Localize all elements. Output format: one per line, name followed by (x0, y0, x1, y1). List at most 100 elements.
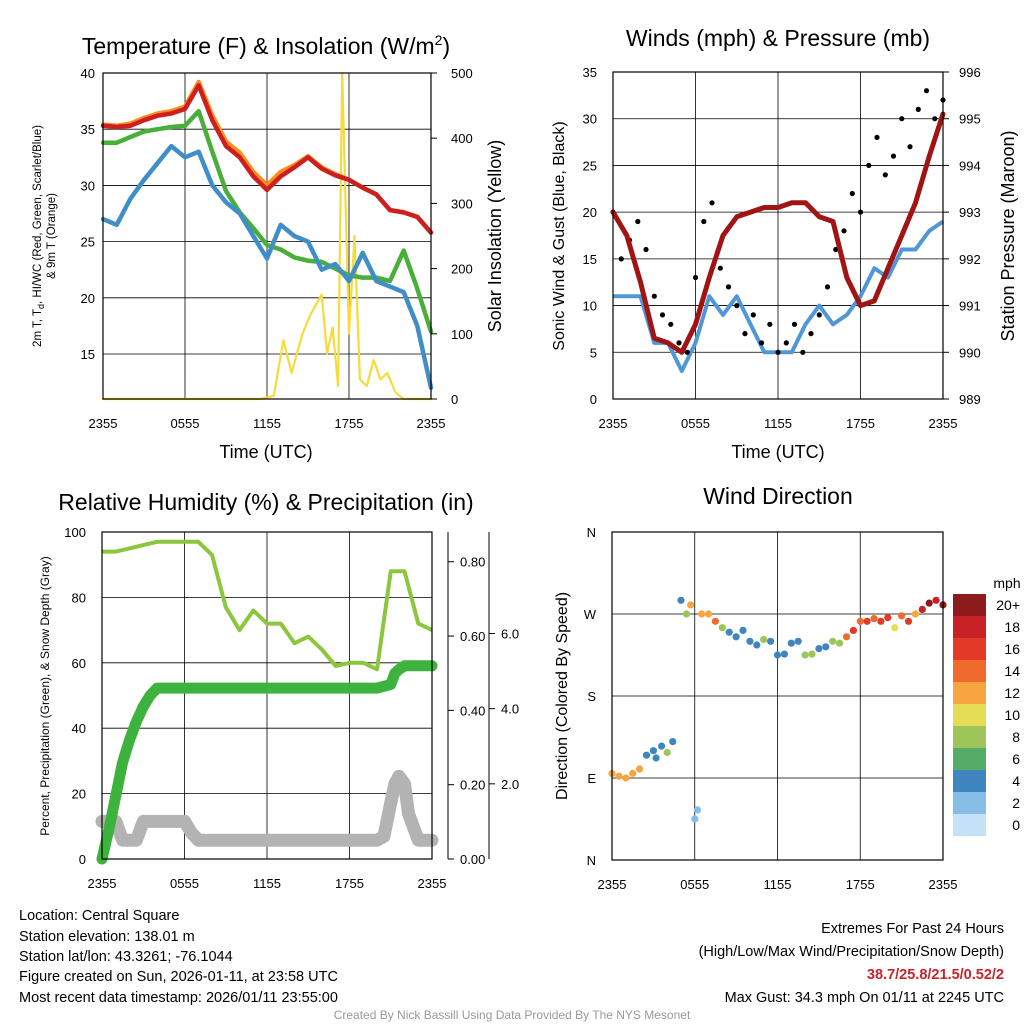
gust-point (882, 172, 888, 178)
series-precipitation (96, 660, 438, 865)
gust-point (659, 312, 666, 318)
series-2m-t (100, 83, 434, 235)
winds-x-tick: 2355 (599, 416, 628, 431)
pressure-y-tick: 996 (959, 65, 981, 80)
direction-point (932, 596, 940, 604)
station-latlon: Station lat/lon: 43.3261; -76.1044 (19, 949, 233, 965)
speed-legend-title: mph (993, 575, 1020, 591)
direction-point (622, 774, 630, 782)
gust-point (899, 116, 905, 122)
direction-point (739, 626, 747, 635)
direction-point (877, 617, 885, 625)
rh-x-tick: 2355 (88, 876, 117, 891)
rh-y-tick: 100 (64, 525, 86, 540)
gust-point (816, 312, 822, 318)
direction-point (704, 610, 713, 618)
winds-y-tick: 25 (583, 158, 597, 173)
direction-point (642, 751, 651, 759)
station-location: Location: Central Square (19, 908, 180, 924)
rh-y-tick: 20 (72, 787, 86, 802)
direction-point (687, 601, 695, 609)
rh-series (95, 539, 439, 865)
winds-y-tick: 10 (583, 299, 597, 314)
gust-point (725, 284, 732, 290)
solar-y-tick: 100 (451, 327, 473, 342)
pressure-y-tick: 992 (959, 252, 981, 267)
gust-point (841, 228, 847, 234)
panel-wind-direction: Wind Direction 2355 0555 1155 1755 2355NESWN… (554, 483, 1021, 892)
temp-x-label: Time (UTC) (219, 442, 312, 462)
series-solar-insolation (101, 71, 433, 401)
precip-y-tick: 0.00 (460, 852, 485, 867)
speed-legend: 20+ 18 16 14 12 10 8 6 4 2 0 (953, 594, 1020, 836)
legend-swatch (953, 770, 986, 792)
winds-axes: 2355 0555 1155 1755 235505101520253035989990… (583, 65, 981, 431)
snow-y-tick: 4.0 (501, 702, 519, 717)
direction-y-tick: N (587, 853, 596, 868)
direction-point (767, 637, 775, 645)
direction-x-tick: 1755 (846, 877, 875, 892)
temp-x-tick: 1155 (253, 416, 281, 431)
gust-point (643, 246, 649, 253)
gust-point (923, 88, 930, 94)
legend-swatch (953, 638, 986, 660)
series-station-pressure (610, 111, 946, 355)
legend-swatch (953, 726, 986, 748)
direction-point (863, 617, 871, 625)
temp-y-tick: 40 (81, 66, 95, 81)
legend-swatch (953, 704, 986, 726)
temp-x-tick: 1755 (335, 416, 364, 431)
direction-point (629, 769, 637, 778)
temp-x-tick: 2355 (417, 416, 446, 431)
direction-point (669, 738, 677, 746)
winds-y-tick: 35 (583, 65, 597, 80)
winds-x-tick: 1155 (764, 416, 792, 431)
gust-point (668, 321, 674, 327)
rh-x-tick: 0555 (170, 876, 199, 891)
direction-point (682, 610, 691, 618)
direction-point (693, 806, 702, 814)
station-elevation: Station elevation: 138.01 m (19, 929, 195, 945)
solar-y-tick: 300 (451, 196, 473, 211)
direction-point (891, 624, 899, 632)
gust-point (907, 144, 913, 150)
direction-point (753, 641, 761, 649)
gust-point (857, 209, 864, 215)
direction-point (918, 605, 926, 614)
legend-label: 12 (1004, 685, 1020, 701)
direction-point (658, 742, 666, 750)
gust-point (676, 340, 682, 346)
legend-swatch (953, 792, 986, 814)
gust-point (775, 349, 781, 355)
temp-y-tick: 35 (81, 122, 95, 137)
gust-point (849, 190, 855, 197)
direction-point (808, 650, 816, 658)
direction-x-tick: 2355 (929, 877, 958, 892)
series-snow-depth (95, 769, 439, 847)
gust-point (709, 200, 715, 206)
gust-point (618, 256, 624, 262)
gust-point (890, 153, 897, 159)
temp-plot-frame (102, 72, 432, 400)
figure-created: Figure created on Sun, 2026-01-11, at 23… (19, 969, 338, 985)
direction-point (787, 639, 795, 647)
winds-y-tick: 15 (583, 252, 597, 267)
winds-panel-title: Winds (mph) & Pressure (mb) (626, 25, 930, 51)
pressure-y-tick: 995 (959, 112, 981, 127)
direction-points (608, 596, 947, 823)
gust-point (692, 274, 699, 281)
gust-point (742, 331, 748, 337)
legend-label: 6 (1012, 751, 1020, 767)
direction-point (794, 637, 802, 645)
direction-point (698, 610, 706, 618)
max-gust: Max Gust: 34.3 mph On 01/11 at 2245 UTC (724, 990, 1004, 1006)
legend-label: 2 (1012, 795, 1020, 811)
rh-axes: 2355 0555 1155 1755 23550204060801000.000.20… (64, 525, 519, 891)
temp-x-tick: 0555 (171, 416, 200, 431)
series-wind-chill (100, 143, 434, 391)
direction-point (615, 772, 623, 780)
rh-y-tick: 80 (72, 590, 86, 605)
direction-left-axis-label: Direction (Colored By Speed) (554, 592, 571, 800)
direction-point (801, 651, 809, 659)
direction-x-tick: 0555 (680, 877, 709, 892)
